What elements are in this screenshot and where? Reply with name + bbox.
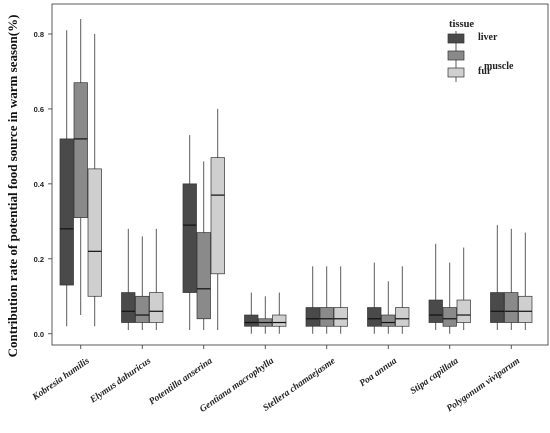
legend-swatch	[447, 33, 465, 44]
box	[121, 292, 136, 323]
y-tick-label: 0.2	[34, 255, 44, 264]
box	[135, 295, 150, 323]
legend-swatch	[447, 67, 465, 78]
box	[428, 299, 443, 323]
box	[149, 292, 164, 323]
box	[518, 295, 533, 323]
box	[210, 157, 225, 275]
box	[196, 232, 211, 320]
plot-frame	[51, 3, 549, 346]
legend-label: muscle	[484, 61, 514, 72]
x-tick-label: Kobresia humilis	[30, 356, 92, 403]
x-tick-label: Potentilla anserina	[148, 356, 215, 407]
box	[442, 307, 457, 327]
box	[381, 314, 396, 327]
x-tick-label: Poa annua	[358, 356, 399, 389]
box	[367, 307, 382, 327]
box	[59, 138, 74, 286]
box	[87, 168, 102, 297]
x-tick-label: Elymus dahuricus	[88, 356, 153, 406]
box	[272, 314, 287, 327]
y-tick-label: 0.8	[34, 30, 44, 39]
box	[182, 183, 197, 293]
legend-swatch	[447, 50, 465, 61]
box	[73, 82, 88, 218]
box	[244, 314, 259, 327]
box	[456, 299, 471, 323]
box	[305, 307, 320, 327]
box	[490, 292, 505, 323]
y-tick-label: 0.4	[34, 180, 45, 189]
box	[333, 307, 348, 327]
legend-label: fur	[478, 66, 492, 77]
y-axis-label: Contribution rate of potential food sour…	[5, 15, 20, 358]
box	[395, 307, 410, 327]
y-tick-label: 0.0	[34, 330, 44, 339]
legend-label: liver	[478, 32, 498, 43]
box	[319, 307, 334, 327]
y-tick-label: 0.6	[34, 105, 44, 114]
x-tick-label: Stipa capillata	[409, 356, 461, 397]
legend-title: tissue	[449, 19, 474, 30]
box	[504, 292, 519, 323]
